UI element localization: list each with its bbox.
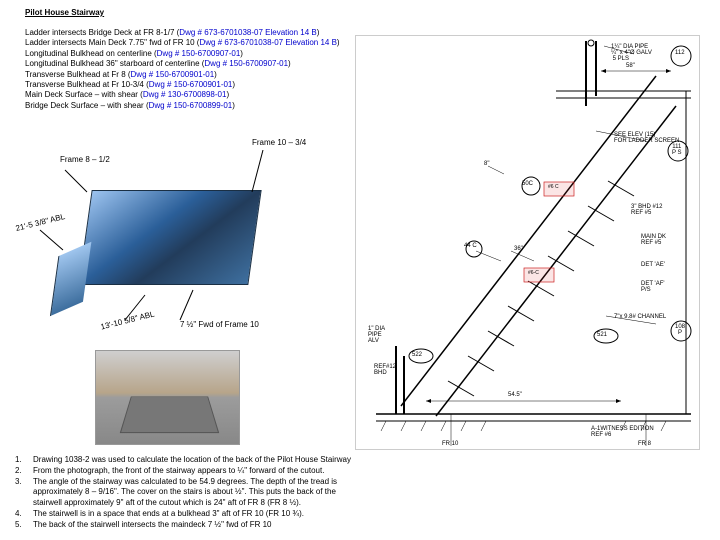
b1a: Ladder intersects Bridge Deck at FR 8-1/… — [25, 28, 179, 37]
b7b: Dwg # 130-6700898-01 — [143, 90, 227, 99]
b6b: Dwg # 150-6700901-01 — [149, 80, 233, 89]
page-title: Pilot House Stairway — [25, 8, 104, 17]
dim-58: 58" — [626, 63, 635, 69]
red-top: #6 C — [548, 184, 559, 190]
see-elev: SEE ELEV (15) FOR LADDER SCREEN — [614, 132, 679, 144]
n1-num: 1. — [15, 455, 33, 466]
num-111: 111 P S — [672, 144, 682, 156]
b5a: Transverse Bulkhead at Fr 8 ( — [25, 70, 131, 79]
dim-545: 54.5" — [508, 392, 522, 398]
photo — [95, 350, 240, 445]
dim-44c: 44 C — [464, 243, 477, 249]
n3: The angle of the stairway was calculated… — [33, 477, 353, 509]
det-af: DET 'AF' P/S — [641, 281, 665, 293]
b1b: Dwg # 673-6701038-07 Elevation 14 B — [179, 28, 316, 37]
b4a: Longitudinal Bulkhead 36" starboard of c… — [25, 59, 204, 68]
witness: A-1WITNESS EDITION REF #6 — [591, 426, 654, 438]
b3a: Longitudinal Bulkhead on centerline ( — [25, 49, 157, 58]
num-50c: 50C — [522, 181, 533, 187]
channel-note: 7"x 9.8# CHANNEL — [614, 314, 666, 320]
b3c: ) — [240, 49, 243, 58]
main-dk: MAIN DK REF #5 — [641, 234, 666, 246]
b2c: ) — [337, 38, 340, 47]
fr10: FR 10 — [442, 441, 458, 447]
b1c: ) — [317, 28, 320, 37]
n2-num: 2. — [15, 466, 33, 477]
pipe-alv: 1" DIA PIPE ALV — [368, 326, 385, 344]
b5b: Dwg # 150-6700901-01 — [131, 70, 215, 79]
red-mid: #6-C — [528, 270, 539, 276]
num-112: 112 — [675, 50, 685, 56]
n3-num: 3. — [15, 477, 33, 488]
engineering-drawing: 1¼" DIA PIPE ¼" x 4"Ø GALV 5 PLS 112 58"… — [355, 35, 700, 450]
b4c: ) — [288, 59, 291, 68]
render-fwd-note: 7 ½" Fwd of Frame 10 — [180, 320, 259, 329]
b8a: Bridge Deck Surface – with shear ( — [25, 101, 149, 110]
reference-list: Ladder intersects Bridge Deck at FR 8-1/… — [25, 28, 360, 111]
num-522: 522 — [412, 352, 422, 358]
n1: Drawing 1038-2 was used to calculate the… — [33, 455, 353, 466]
dim-8: 8" — [484, 161, 489, 167]
bhd12-note: 3" BHD #12 REF #5 — [631, 204, 662, 216]
b5c: ) — [214, 70, 217, 79]
b8c: ) — [232, 101, 235, 110]
b4b: Dwg # 150-6700907-01 — [204, 59, 288, 68]
b7c: ) — [226, 90, 229, 99]
b2a: Ladder intersects Main Deck 7.75" fwd of… — [25, 38, 199, 47]
b6a: Transverse Bulkhead at Fr 10-3/4 ( — [25, 80, 149, 89]
det-ae: DET 'AE' — [641, 262, 665, 268]
n4-num: 4. — [15, 509, 33, 520]
frame-right-label: Frame 10 – 3/4 — [252, 138, 306, 147]
n5-num: 5. — [15, 520, 33, 531]
num-108p: 108 P — [675, 324, 685, 336]
n2: From the photograph, the front of the st… — [33, 466, 353, 477]
ref12-bhd: REF#12 BHD — [374, 364, 396, 376]
fr8: FR 8 — [638, 441, 651, 447]
b6c: ) — [232, 80, 235, 89]
num-521: 521 — [597, 332, 607, 338]
b7a: Main Deck Surface – with shear ( — [25, 90, 143, 99]
b2b: Dwg # 673-6701038-07 Elevation 14 B — [199, 38, 336, 47]
b3b: Dwg # 150-6700907-01 — [157, 49, 241, 58]
pipe-note: 1¼" DIA PIPE ¼" x 4"Ø GALV 5 PLS — [611, 44, 652, 62]
notes-list: 1.Drawing 1038-2 was used to calculate t… — [15, 455, 353, 531]
render-leaders — [15, 150, 315, 350]
n5: The back of the stairwell intersects the… — [33, 520, 353, 531]
n4: The stairwell is in a space that ends at… — [33, 509, 353, 520]
b8b: Dwg # 150-6700899-01 — [149, 101, 233, 110]
dim-36: 36" — [514, 246, 523, 252]
